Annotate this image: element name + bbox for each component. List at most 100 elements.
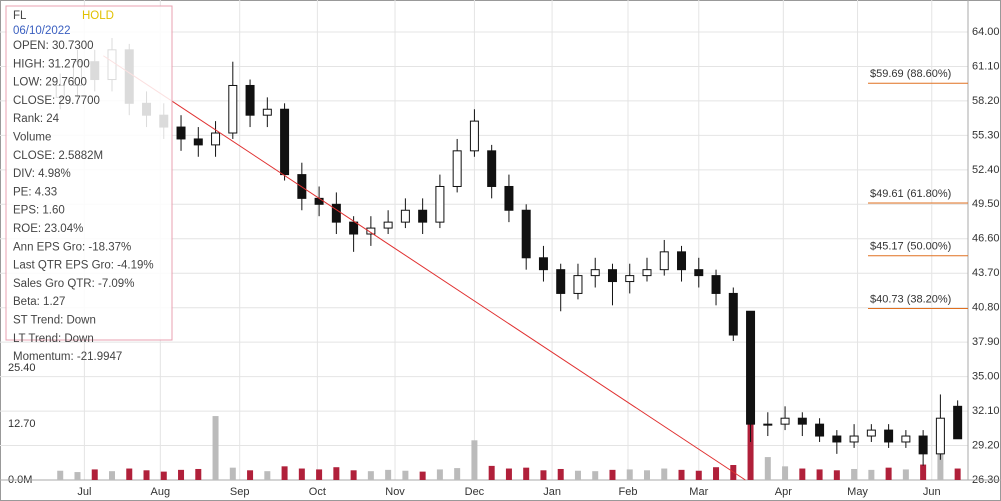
candle-body — [659, 251, 669, 271]
volume-bar — [920, 464, 927, 480]
candle-body — [832, 435, 842, 443]
volume-bar — [471, 440, 478, 480]
volume-bar — [178, 469, 185, 480]
info-line: Rank: 24 — [13, 113, 60, 125]
candle-body — [400, 209, 410, 223]
volume-bar — [126, 468, 133, 480]
volume-bar — [937, 450, 944, 480]
volume-bar — [954, 468, 961, 480]
candle-body — [677, 251, 687, 271]
info-line: DIV: 4.98% — [13, 168, 71, 180]
volume-bar — [91, 469, 98, 480]
candle-body — [228, 84, 238, 134]
candle-body — [418, 209, 428, 223]
volume-bar — [247, 470, 254, 480]
candle-body — [711, 275, 721, 294]
candle-body — [176, 126, 186, 140]
candle-body — [469, 120, 479, 152]
x-tick-label: Feb — [619, 486, 638, 498]
volume-bar — [592, 471, 599, 480]
info-line: HIGH: 31.2700 — [13, 58, 90, 70]
y-tick-label: 37.90 — [972, 336, 1000, 348]
volume-bar — [160, 471, 167, 480]
volume-bar — [419, 471, 426, 480]
volume-bar — [316, 469, 323, 480]
volume-bar — [626, 469, 633, 480]
y2-tick-label: 25.40 — [8, 362, 36, 374]
candle-body — [935, 417, 945, 455]
x-tick-label: May — [847, 486, 868, 498]
volume-bar — [574, 470, 581, 480]
candle-body — [918, 435, 928, 455]
info-line: ROE: 23.04% — [13, 223, 83, 235]
info-frame — [5, 5, 173, 341]
volume-bar — [557, 468, 564, 480]
fib-label: $45.17 (50.00%) — [870, 241, 951, 253]
volume-bar — [782, 466, 789, 480]
candle-body — [556, 269, 566, 294]
candle-body — [487, 150, 497, 187]
info-line: CLOSE: 29.7700 — [13, 95, 100, 107]
y2-tick-label: 12.70 — [8, 418, 36, 430]
x-tick-label: Sep — [230, 486, 250, 498]
info-line: Sales Gro QTR: -7.09% — [13, 278, 134, 290]
candle-body — [797, 417, 807, 425]
candle-body — [763, 423, 773, 426]
volume-bar — [644, 470, 650, 480]
candle-body — [815, 423, 825, 437]
volume-bar — [868, 469, 875, 480]
volume-bar — [57, 470, 64, 480]
volume-bar — [298, 468, 305, 480]
candle-body — [728, 292, 738, 336]
volume-bar — [695, 470, 702, 480]
volume-bar — [678, 469, 685, 480]
info-line: Volume — [13, 132, 51, 144]
x-tick-label: Jul — [77, 486, 91, 498]
y-tick-label: 61.10 — [972, 60, 1000, 72]
x-tick-label: Mar — [689, 486, 708, 498]
candle-body — [694, 269, 704, 277]
y-tick-label: 49.50 — [972, 198, 1000, 210]
candle-body — [211, 132, 221, 146]
x-tick-label: Dec — [465, 486, 485, 498]
volume-bar — [367, 471, 374, 480]
info-line: Last QTR EPS Gro: -4.19% — [13, 260, 154, 272]
candle-body — [607, 269, 617, 283]
volume-bar — [505, 468, 512, 480]
volume-bar — [143, 470, 150, 480]
volume-bar — [385, 469, 392, 480]
volume-bar — [851, 468, 858, 480]
candle-body — [366, 227, 376, 235]
candle-body — [866, 429, 876, 437]
candle-body — [349, 221, 359, 235]
volume-bar — [833, 470, 840, 480]
candle-body — [435, 185, 445, 223]
candle-body — [849, 435, 859, 443]
info-box: FL HOLD 06/10/2022 OPEN: 30.7300 HIGH: 31… — [5, 5, 173, 363]
candle-body — [280, 108, 290, 176]
candle-body — [590, 269, 600, 277]
info-line: Ann EPS Gro: -18.37% — [13, 241, 131, 253]
volume-bar — [523, 467, 530, 480]
y-tick-label: 32.10 — [972, 405, 1000, 417]
candle-body — [314, 197, 324, 205]
volume-bar — [402, 470, 409, 480]
volume-bar — [264, 471, 271, 480]
x-tick-label: Jan — [543, 486, 561, 498]
candle-body — [262, 108, 272, 116]
candle-body — [383, 221, 393, 229]
volume-bar — [488, 465, 495, 480]
volume-bar — [74, 472, 81, 480]
info-line: Momentum: -21.9947 — [13, 351, 122, 363]
fib-label: $59.69 (88.60%) — [870, 68, 951, 80]
x-tick-label: Aug — [151, 486, 171, 498]
volume-bar — [229, 467, 236, 480]
candle-body — [331, 203, 341, 223]
x-tick-label: Nov — [385, 486, 405, 498]
info-line: ST Trend: Down — [13, 315, 96, 327]
y-tick-label: 55.30 — [972, 129, 1000, 141]
info-line: LT Trend: Down — [13, 333, 94, 345]
candle-body — [452, 150, 462, 187]
volume-bar — [540, 470, 547, 480]
